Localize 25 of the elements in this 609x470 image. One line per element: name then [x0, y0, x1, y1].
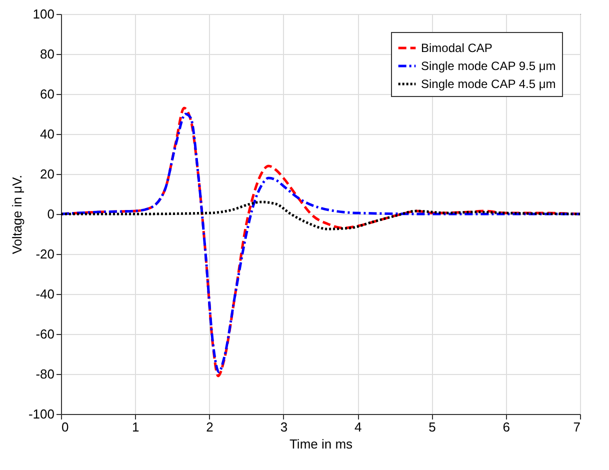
x-tick-label: 0 — [62, 420, 69, 434]
x-tick-label: 2 — [206, 420, 214, 434]
y-tick-label: 100 — [32, 6, 54, 22]
x-tick-label: 3 — [280, 420, 288, 434]
legend-label: Single mode CAP 9.5 μm — [421, 59, 556, 73]
y-tick-label: 0 — [47, 206, 54, 222]
y-tick-label: 80 — [40, 46, 54, 62]
y-tick-label: -20 — [36, 246, 54, 262]
y-tick-label: -60 — [36, 326, 54, 342]
x-tick-label: 7 — [573, 420, 580, 434]
y-tick-label: -80 — [36, 366, 54, 382]
y-tick-label: 40 — [40, 126, 54, 142]
x-axis-title: Time in ms — [289, 436, 354, 452]
y-tick-label: -100 — [28, 406, 54, 422]
x-tick-label: 4 — [354, 420, 362, 434]
y-tick-label: 20 — [40, 166, 54, 182]
y-tick-label: 60 — [40, 86, 54, 102]
legend-label: Single mode CAP 4.5 μm — [421, 77, 556, 91]
legend-label: Bimodal CAP — [421, 41, 492, 55]
x-tick-label: 5 — [428, 420, 436, 434]
x-tick-label: 6 — [502, 420, 510, 434]
y-axis-title: Voltage in μV. — [9, 174, 24, 254]
y-tick-label: -40 — [36, 286, 54, 302]
line-series — [61, 200, 580, 230]
x-tick-label: 1 — [132, 420, 140, 434]
